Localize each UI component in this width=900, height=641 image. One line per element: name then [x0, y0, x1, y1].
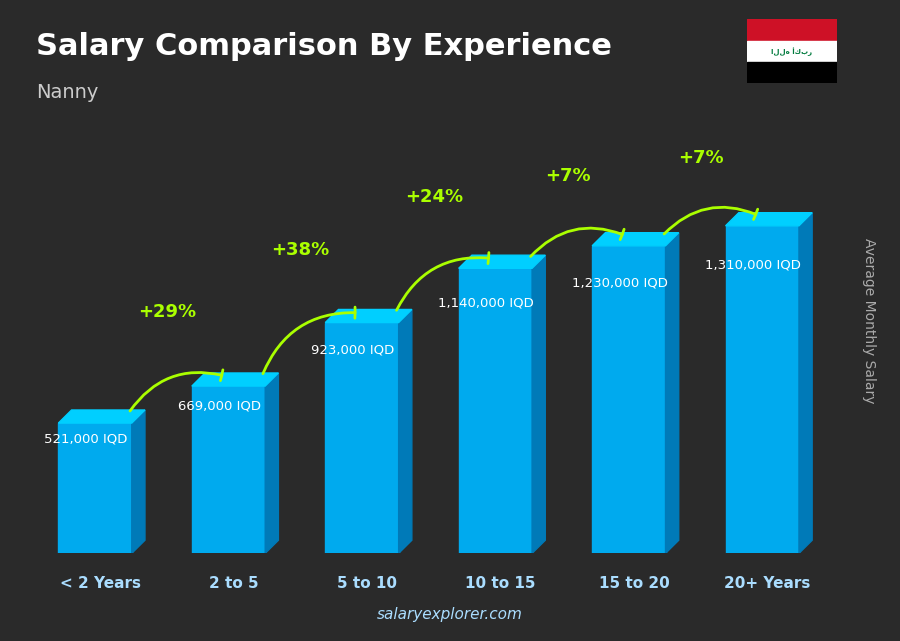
- Text: 10 to 15: 10 to 15: [465, 576, 536, 591]
- Text: 15 to 20: 15 to 20: [598, 576, 670, 591]
- Bar: [747, 62, 837, 83]
- Text: 521,000 IQD: 521,000 IQD: [44, 432, 128, 445]
- Bar: [192, 386, 266, 553]
- Text: 1,230,000 IQD: 1,230,000 IQD: [572, 276, 668, 289]
- Polygon shape: [58, 410, 145, 423]
- Text: < 2 Years: < 2 Years: [60, 576, 141, 591]
- Text: 1,140,000 IQD: 1,140,000 IQD: [438, 296, 534, 309]
- Text: salaryexplorer.com: salaryexplorer.com: [377, 607, 523, 622]
- Text: 20+ Years: 20+ Years: [724, 576, 811, 591]
- Polygon shape: [799, 213, 812, 553]
- Bar: [58, 423, 131, 553]
- Polygon shape: [131, 410, 145, 553]
- Bar: [459, 269, 532, 553]
- Text: 669,000 IQD: 669,000 IQD: [177, 399, 261, 413]
- Text: Nanny: Nanny: [36, 83, 98, 103]
- Text: Salary Comparison By Experience: Salary Comparison By Experience: [36, 32, 612, 61]
- Bar: [725, 226, 799, 553]
- Polygon shape: [459, 255, 545, 269]
- Text: Average Monthly Salary: Average Monthly Salary: [861, 238, 876, 403]
- Polygon shape: [725, 213, 812, 226]
- Text: +7%: +7%: [678, 149, 724, 167]
- Polygon shape: [592, 233, 679, 246]
- Text: 2 to 5: 2 to 5: [209, 576, 258, 591]
- Polygon shape: [532, 255, 545, 553]
- Polygon shape: [665, 233, 679, 553]
- Text: 923,000 IQD: 923,000 IQD: [311, 344, 394, 357]
- Text: الله أكبر: الله أكبر: [771, 47, 813, 56]
- Text: +29%: +29%: [138, 303, 196, 320]
- Text: +7%: +7%: [544, 167, 590, 185]
- Text: 1,310,000 IQD: 1,310,000 IQD: [705, 258, 801, 272]
- Text: 5 to 10: 5 to 10: [338, 576, 397, 591]
- Bar: [747, 40, 837, 62]
- Polygon shape: [325, 310, 412, 322]
- Bar: [747, 19, 837, 40]
- Bar: [592, 246, 665, 553]
- Text: +24%: +24%: [405, 188, 464, 206]
- Polygon shape: [399, 310, 412, 553]
- Bar: [325, 322, 399, 553]
- Polygon shape: [266, 373, 278, 553]
- Text: +38%: +38%: [272, 240, 329, 259]
- Polygon shape: [192, 373, 278, 386]
